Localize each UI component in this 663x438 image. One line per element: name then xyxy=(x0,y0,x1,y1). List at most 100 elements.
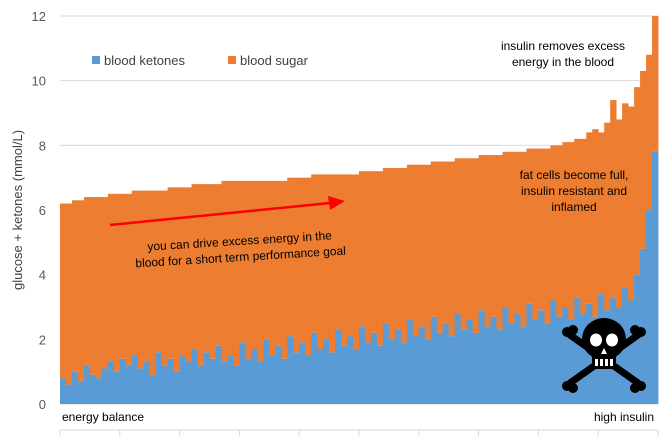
sugar-mark xyxy=(125,193,133,366)
ketones-mark xyxy=(364,342,372,404)
sugar-mark xyxy=(299,177,306,343)
ketones-mark xyxy=(77,381,85,404)
ketones-mark xyxy=(640,248,647,404)
ketones-mark xyxy=(370,332,378,404)
sugar-mark xyxy=(215,184,222,346)
skull-crossbones-icon xyxy=(562,318,646,393)
ketones-mark xyxy=(167,358,175,404)
sugar-mark xyxy=(191,184,198,350)
red-arrow-icon xyxy=(109,196,345,227)
ketones-mark xyxy=(227,355,234,404)
sugar-mark xyxy=(520,151,527,327)
sugar-mark xyxy=(478,155,485,311)
ketones-mark xyxy=(113,371,121,404)
sugar-mark xyxy=(185,187,192,362)
y-axis: 0 2 4 6 8 10 12 xyxy=(32,9,46,412)
x-axis xyxy=(59,429,659,436)
sugar-mark xyxy=(418,164,426,327)
ketones-mark xyxy=(574,297,581,404)
ketones-mark xyxy=(341,345,348,404)
sugar-mark xyxy=(610,100,617,298)
ketones-mark xyxy=(646,210,653,404)
sugar-mark xyxy=(359,171,366,327)
y-tick-label: 8 xyxy=(39,138,46,153)
sugar-mark xyxy=(113,193,121,372)
ketones-mark xyxy=(137,368,145,404)
sugar-mark xyxy=(77,200,85,382)
sugar-mark xyxy=(143,190,151,362)
sugar-mark xyxy=(622,103,629,288)
ketones-mark xyxy=(155,352,163,404)
ketones-mark xyxy=(269,355,276,404)
ketones-mark xyxy=(562,307,569,404)
sugar-mark xyxy=(526,148,533,304)
sugar-mark xyxy=(305,177,312,356)
ketones-mark xyxy=(466,319,474,404)
ketones-mark xyxy=(394,329,402,404)
sugar-mark xyxy=(197,184,204,366)
sugar-mark xyxy=(574,138,581,298)
sugar-mark xyxy=(221,180,228,362)
ketones-mark xyxy=(131,355,139,404)
ketones-mark xyxy=(209,358,216,404)
sugar-mark xyxy=(556,145,563,317)
sugar-mark xyxy=(251,180,258,350)
ketones-mark xyxy=(418,326,426,404)
ketones-mark xyxy=(550,300,557,404)
sugar-mark xyxy=(562,142,569,307)
ketones-mark xyxy=(520,326,527,404)
ketones-mark xyxy=(215,345,222,404)
sugar-mark xyxy=(430,161,438,317)
ketones-mark xyxy=(424,339,432,404)
ketones-mark xyxy=(83,365,91,404)
ketones-mark xyxy=(221,361,228,404)
ketones-mark xyxy=(251,349,258,404)
y-tick-label: 0 xyxy=(39,397,46,412)
sugar-mark xyxy=(275,180,282,346)
ketones-mark xyxy=(173,371,180,404)
sugar-mark xyxy=(263,180,270,340)
sugar-mark xyxy=(179,187,186,356)
ketones-mark xyxy=(526,303,533,404)
ketones-mark xyxy=(293,352,300,404)
ketones-mark xyxy=(323,339,330,404)
sugar-mark xyxy=(101,197,109,369)
sugar-mark xyxy=(119,193,127,359)
ketones-mark xyxy=(347,336,354,404)
annotation-insulin: insulin removes excess energy in the blo… xyxy=(501,39,625,69)
sugar-mark xyxy=(161,190,169,366)
x-end-label: high insulin xyxy=(594,410,654,424)
ketones-mark xyxy=(359,326,366,404)
ketones-mark xyxy=(329,352,336,404)
legend-label-sugar: blood sugar xyxy=(240,53,309,68)
ketones-mark xyxy=(335,329,342,404)
sugar-mark xyxy=(60,203,67,379)
ketones-mark xyxy=(107,361,115,404)
legend: blood ketones blood sugar xyxy=(92,53,309,68)
ketones-mark xyxy=(299,342,306,404)
ketones-mark xyxy=(89,374,97,404)
sugar-mark xyxy=(329,174,336,353)
ketones-mark xyxy=(233,365,240,404)
sugar-mark xyxy=(586,132,593,304)
annotation-insulin-line-1: insulin removes excess xyxy=(501,39,625,53)
annotation-fat-line-2: insulin resistant and xyxy=(521,184,627,198)
sugar-mark xyxy=(502,151,509,307)
sugar-mark xyxy=(269,180,276,356)
sugar-mark xyxy=(550,145,557,301)
ketones-mark xyxy=(257,361,264,404)
sugar-mark xyxy=(508,151,515,324)
sugar-mark xyxy=(209,184,216,359)
sugar-mark xyxy=(370,171,378,333)
ketones-mark xyxy=(287,336,294,404)
ketones-mark xyxy=(406,319,414,404)
ketones-mark xyxy=(125,365,133,404)
ketones-mark xyxy=(95,378,103,404)
ketones-mark xyxy=(101,368,109,404)
ketones-mark xyxy=(71,371,79,404)
y-tick-label: 4 xyxy=(39,268,46,283)
sugar-mark xyxy=(406,164,414,320)
ketones-mark xyxy=(245,358,252,404)
ketones-mark xyxy=(376,345,384,404)
